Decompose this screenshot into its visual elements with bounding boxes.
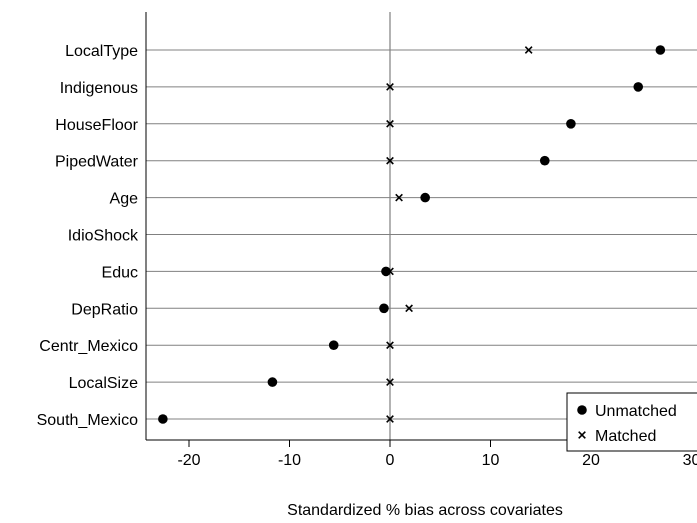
category-label: Age (110, 191, 139, 208)
matched-point (386, 341, 394, 350)
matched-point (386, 267, 394, 276)
unmatched-point (420, 192, 430, 203)
matched-point (524, 46, 533, 54)
category-label: LocalSize (69, 375, 138, 392)
matched-point (386, 83, 394, 91)
unmatched-point (566, 119, 576, 129)
category-label: LocalType (65, 43, 138, 60)
x-axis-title: Standardized % bias across covariates (287, 502, 563, 519)
legend-box (566, 392, 697, 452)
category-label: IdioShock (68, 228, 139, 245)
category-label: HouseFloor (55, 117, 138, 134)
matched-point (395, 193, 403, 202)
grid-lines (146, 49, 697, 420)
category-label: Indigenous (60, 80, 138, 97)
legend: Unmatched Matched (566, 392, 697, 452)
unmatched-point (655, 45, 666, 55)
legend-unmatched-label: Unmatched (595, 403, 677, 420)
x-axis-ticks: -20 -10 0 10 20 30 (177, 440, 697, 469)
matched-point (386, 156, 394, 165)
unmatched-point (633, 82, 644, 92)
category-label: Centr_Mexico (39, 338, 138, 355)
legend-matched-label: Matched (595, 428, 656, 445)
x-tick-label: 10 (482, 452, 500, 469)
category-label: PipedWater (55, 154, 139, 171)
x-tick-label: -10 (278, 452, 301, 469)
x-tick-label: 30 (683, 452, 697, 469)
category-label: Educ (102, 264, 138, 281)
category-label: DepRatio (71, 301, 138, 318)
category-labels: LocalType Indigenous HouseFloor PipedWater A… (37, 43, 139, 429)
unmatched-point (158, 414, 168, 424)
legend-unmatched-marker (577, 405, 587, 415)
unmatched-point (267, 377, 278, 387)
x-tick-label: 0 (386, 452, 395, 469)
matched-point (386, 415, 394, 423)
matched-point (405, 304, 413, 313)
unmatched-point (539, 155, 550, 166)
matched-point (386, 378, 394, 386)
unmatched-point (379, 303, 389, 314)
legend-matched-marker (578, 431, 586, 439)
matched-point (386, 119, 394, 128)
x-tick-label: 20 (582, 452, 600, 469)
category-label: South_Mexico (37, 412, 138, 429)
data-points (158, 45, 666, 424)
unmatched-point (328, 340, 339, 351)
x-tick-label: -20 (177, 452, 200, 469)
